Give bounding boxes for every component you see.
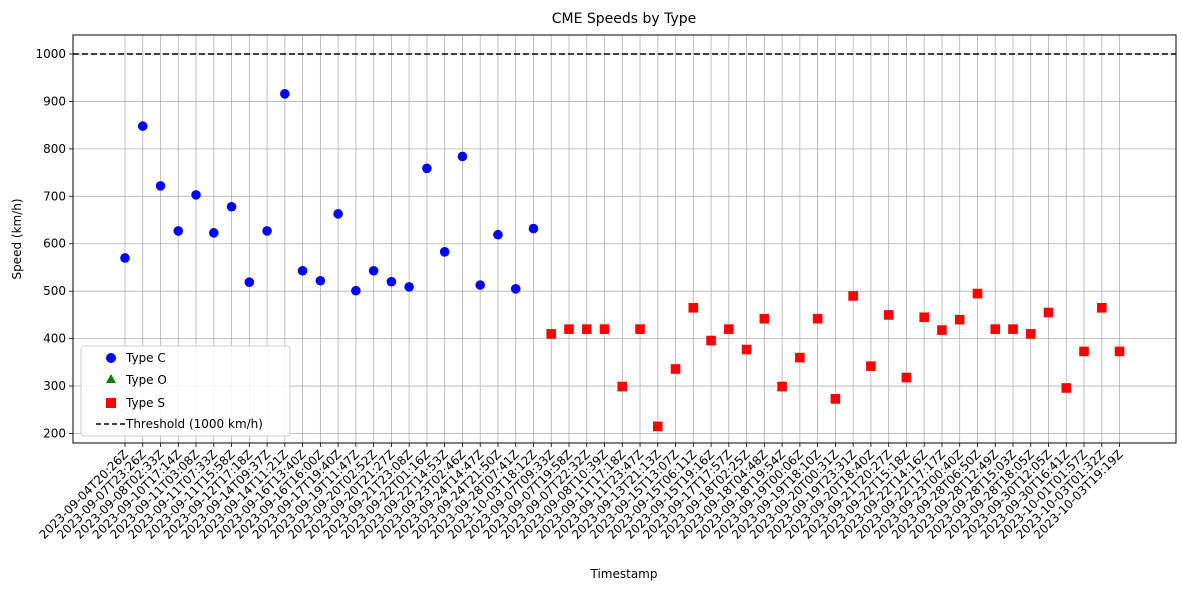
legend: Type C Type O Type S Threshold (1000 km/…: [80, 345, 291, 437]
type-s-point: [741, 344, 752, 355]
type-c-point: [280, 89, 290, 99]
type-c-point: [209, 228, 219, 238]
y-tick-label: 800: [43, 142, 66, 156]
type-s-point: [954, 314, 965, 325]
type-c-point: [457, 151, 468, 162]
type-s-point: [812, 313, 823, 324]
type-s-point: [972, 288, 983, 299]
type-s-point: [830, 394, 841, 404]
type-s-point: [901, 372, 912, 383]
legend-label-type-c: Type C: [125, 351, 166, 365]
type-c-point: [368, 265, 379, 276]
type-s-point: [919, 312, 929, 323]
marks-layer: [120, 89, 1125, 432]
type-s-point: [866, 361, 876, 371]
type-s-point: [599, 324, 610, 334]
type-s-point: [848, 291, 858, 301]
type-c-point: [333, 209, 343, 219]
type-s-point: [724, 324, 734, 334]
type-c-point: [173, 226, 184, 236]
type-c-point: [191, 190, 201, 200]
type-s-point: [670, 364, 681, 374]
x-axis-ticks: 2023-09-04T20:26Z2023-09-07T23:26Z2023-0…: [36, 443, 1126, 542]
legend-label-threshold: Threshold (1000 km/h): [125, 417, 263, 431]
legend-label-type-s: Type S: [125, 396, 165, 410]
type-c-point: [493, 229, 503, 240]
type-s-point: [1079, 346, 1089, 357]
type-s-point: [706, 335, 716, 346]
y-axis-label: Speed (km/h): [10, 198, 24, 279]
type-c-point: [422, 163, 432, 174]
type-s-point: [1008, 324, 1018, 334]
type-s-point: [581, 324, 592, 334]
type-s-point: [1061, 383, 1072, 393]
type-s-point: [688, 302, 699, 313]
y-tick-label: 600: [43, 237, 66, 251]
chart-title: CME Speeds by Type: [552, 11, 697, 27]
legend-label-type-o: Type O: [125, 373, 167, 387]
type-s-point: [777, 381, 787, 392]
type-c-point: [155, 181, 166, 191]
type-c-point: [244, 277, 255, 287]
type-s-point: [990, 324, 1001, 334]
type-s-point: [653, 421, 663, 432]
type-s-point: [1114, 346, 1125, 357]
type-c-point: [386, 276, 397, 287]
legend-box: [80, 345, 291, 437]
type-c-point: [226, 201, 237, 212]
type-c-point: [404, 282, 414, 292]
type-s-point: [1097, 302, 1107, 313]
y-tick-label: 500: [43, 284, 66, 298]
y-tick-label: 300: [43, 379, 66, 393]
type-s-point: [1025, 329, 1036, 339]
type-c-point: [439, 247, 450, 257]
y-axis-ticks: 200 300 400 500 600 700 800 900 1000: [35, 47, 73, 441]
type-c-point: [475, 280, 486, 290]
y-tick-label: 200: [43, 427, 66, 441]
type-s-point: [883, 310, 894, 320]
type-s-point: [617, 381, 628, 392]
type-c-point: [510, 284, 521, 294]
type-c-point: [137, 121, 148, 131]
type-c-point: [528, 223, 539, 234]
x-axis-label: Timestamp: [590, 567, 658, 581]
type-s-point: [1043, 307, 1054, 318]
type-s-point: [759, 313, 770, 324]
y-tick-label: 1000: [35, 47, 66, 61]
legend-marker-type-c: [106, 353, 116, 363]
legend-marker-type-s: [106, 398, 116, 408]
y-tick-label: 400: [43, 332, 66, 346]
plot-frame: [72, 34, 1177, 444]
type-s-point: [546, 329, 557, 339]
type-s-point: [795, 352, 805, 363]
type-c-point: [351, 285, 361, 296]
y-tick-label: 900: [43, 94, 66, 108]
y-tick-label: 700: [43, 189, 66, 203]
type-c-point: [297, 265, 308, 276]
type-c-point: [315, 275, 326, 286]
type-s-point: [635, 324, 645, 334]
type-s-point: [564, 324, 574, 334]
type-c-point: [262, 226, 272, 236]
type-s-point: [937, 325, 947, 335]
type-c-point: [120, 253, 130, 263]
legend-marker-type-o: [106, 374, 116, 383]
